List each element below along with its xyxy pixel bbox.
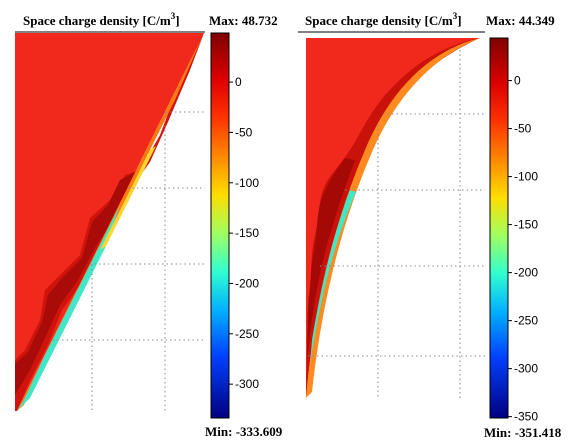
colorbar-left (210, 32, 230, 419)
grid-right (308, 50, 485, 398)
colorbar-tick-label: -300 (235, 377, 259, 391)
colorbar-tick-label: -50 (514, 122, 532, 136)
colorbar-ticks-right: 0 -50 -100 -150 -200 -250 -300 -350 (508, 74, 538, 424)
field-domain-right (306, 38, 480, 398)
field-edge-yellow-left (100, 146, 156, 250)
field-band-inner-right (307, 158, 355, 360)
colorbar-right (489, 37, 509, 419)
colorbar-tick-label: -100 (235, 176, 259, 190)
max-label-right: Max: 44.349 (486, 13, 555, 28)
colorbar-tick-label: -150 (514, 218, 538, 232)
colorbar-tick-label: -250 (514, 314, 538, 328)
chart-title-right: Space charge density [C/m3] (305, 11, 462, 28)
colorbar-tick-label: 0 (235, 75, 242, 89)
field-edge-left (17, 33, 204, 411)
colorbar-tick-label: -50 (235, 125, 253, 139)
max-label-left: Max: 48.732 (209, 13, 278, 28)
panel-left: Space charge density [C/m3] Max: 48.732 … (15, 11, 283, 439)
colorbar-tick-label: 0 (514, 74, 521, 88)
min-label-left: Min: -333.609 (205, 424, 283, 439)
min-label-right: Min: -351.418 (484, 425, 562, 440)
panel-right: Space charge density [C/m3] Max: 44.349 … (298, 11, 562, 440)
chart-title-left: Space charge density [C/m3] (23, 11, 180, 28)
colorbar-tick-label: -350 (514, 410, 538, 424)
colorbar-tick-label: -300 (514, 362, 538, 376)
field-edge-cyan-left (17, 205, 120, 411)
colorbar-ticks-left: 0 -50 -100 -150 -200 -250 -300 (229, 75, 259, 391)
colorbar-tick-label: -250 (235, 327, 259, 341)
colorbar-tick-label: -200 (514, 266, 538, 280)
colorbar-tick-label: -200 (235, 276, 259, 290)
colorbar-tick-label: -150 (235, 226, 259, 240)
colorbar-tick-label: -100 (514, 170, 538, 184)
grid-left (53, 111, 205, 411)
